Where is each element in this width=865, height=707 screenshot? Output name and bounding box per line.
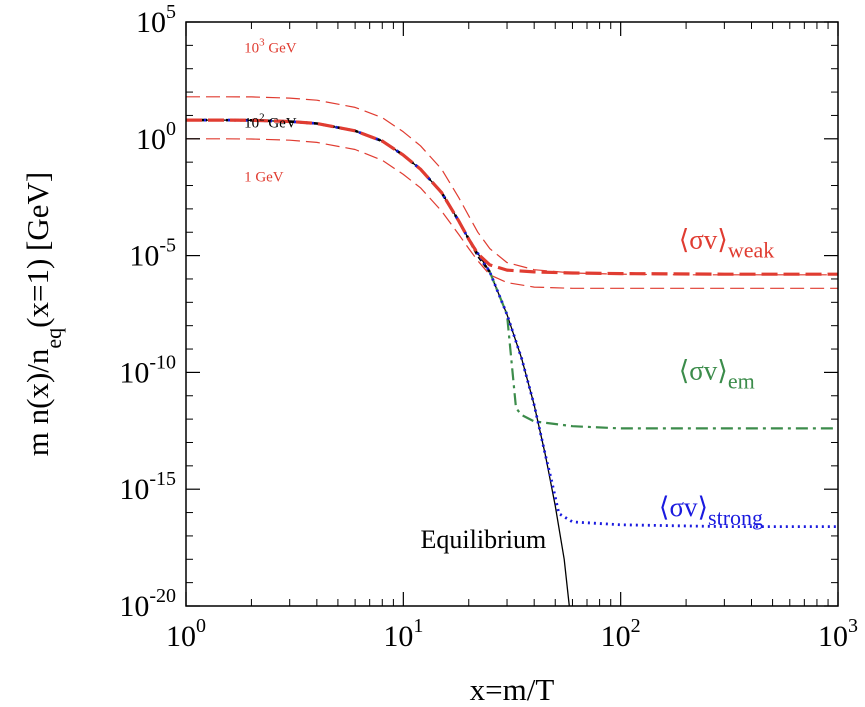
equilibrium-label: Equilibrium (421, 525, 547, 554)
series-line-4 (186, 118, 838, 276)
plot-lines (186, 96, 838, 607)
tick-labels: 100 101 102 103 10-20 10-15 10-10 10-5 100 105 (119, 1, 858, 653)
mass-label-1: 102 GeV (244, 112, 297, 132)
x-tick-label: 101 (383, 615, 423, 653)
series-labels: 103 GeV 102 GeV 1 GeV Equilibrium ⟨σv⟩weak ⟨σ… (244, 36, 774, 554)
x-tick-label: 102 (601, 615, 641, 653)
y-axis-title-rest: (x=1) [GeV] (20, 172, 55, 328)
rate-label-strong: ⟨σv⟩strong (659, 492, 763, 530)
series-line-6 (186, 118, 838, 528)
rate-label-weak: ⟨σv⟩weak (679, 225, 775, 263)
x-axis-title: x=m/T (470, 672, 555, 707)
mass-label-2: 1 GeV (244, 169, 284, 185)
y-tick-label: 10-10 (119, 351, 176, 389)
y-tick-label: 10-20 (119, 585, 176, 623)
y-tick-label: 100 (136, 118, 176, 156)
plot-frame (185, 21, 839, 607)
mass-label-0: 103 GeV (244, 36, 297, 56)
x-tick-label: 100 (166, 615, 206, 653)
y-axis-title-main: m n(x)/n (20, 348, 55, 456)
y-tick-label: 10-15 (119, 468, 176, 506)
series-line-0 (186, 96, 838, 276)
y-tick-label: 10-5 (129, 235, 176, 273)
series-line-2 (186, 138, 838, 289)
series-line-5 (488, 271, 838, 430)
axis-ticks (185, 21, 839, 607)
y-tick-label: 105 (136, 1, 176, 39)
y-axis-title-sub: eq (41, 328, 66, 349)
x-tick-label: 103 (818, 615, 858, 653)
y-axis-title: m n(x)/neq(x=1) [GeV] (20, 172, 66, 456)
rate-label-em: ⟨σv⟩em (679, 355, 755, 393)
